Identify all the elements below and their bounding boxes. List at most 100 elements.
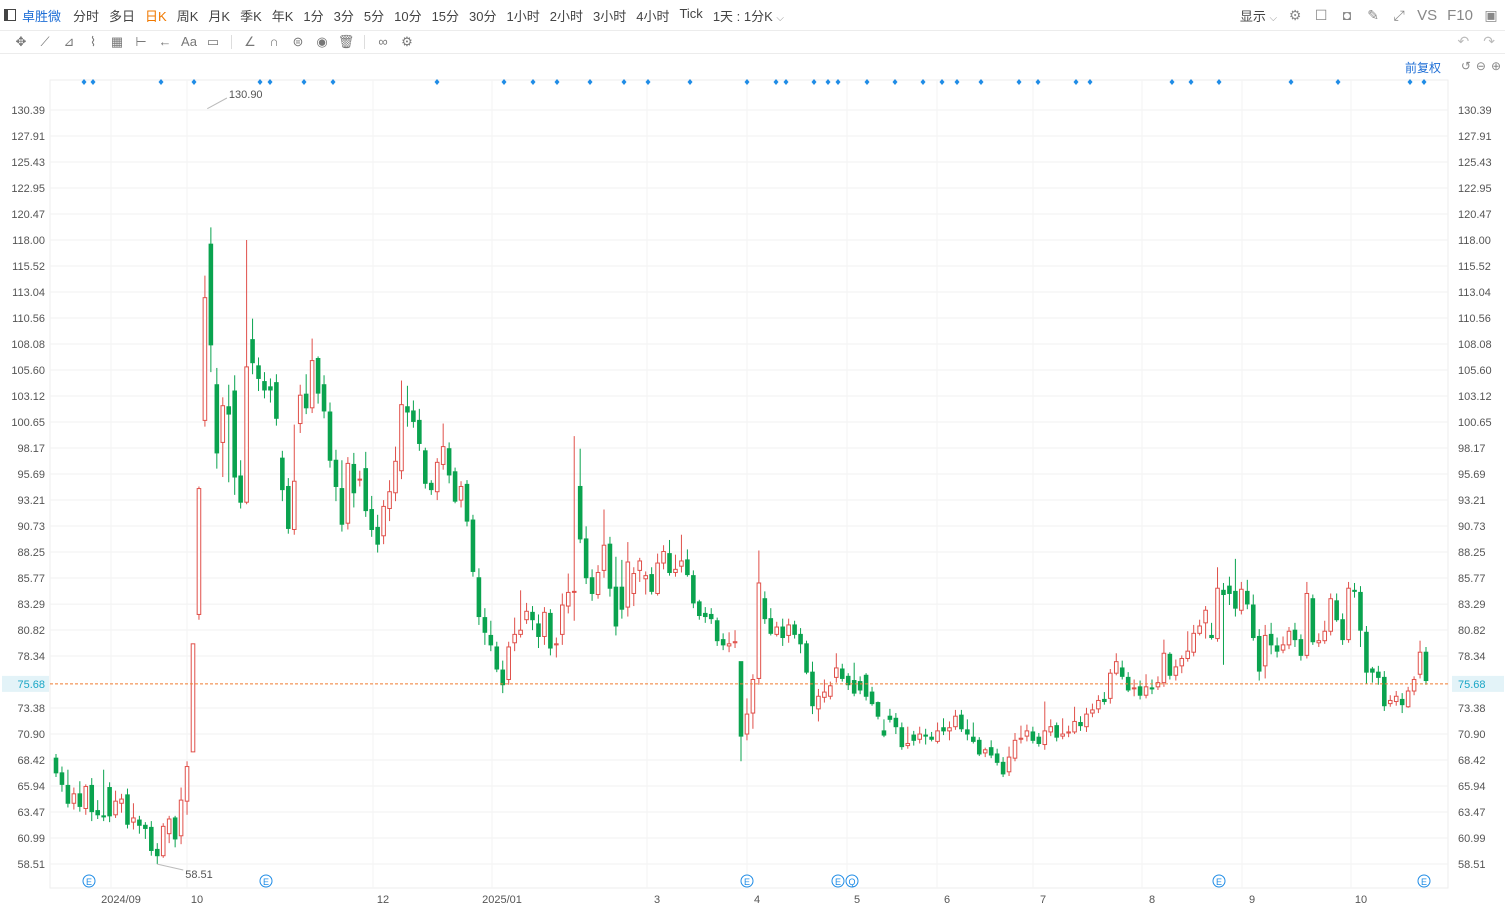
candle[interactable] [607, 543, 613, 589]
candle[interactable] [1316, 640, 1322, 644]
earnings-marker-icon[interactable] [831, 874, 845, 888]
candle[interactable] [786, 624, 791, 636]
pattern-icon[interactable]: ▦ [110, 33, 124, 49]
candle[interactable] [839, 668, 845, 679]
candle[interactable] [280, 457, 285, 491]
candle[interactable] [947, 727, 952, 732]
magnet-icon[interactable]: ∩ [269, 34, 279, 49]
candle[interactable] [268, 386, 273, 391]
candle[interactable] [59, 772, 65, 785]
candle[interactable] [834, 667, 839, 678]
candle[interactable] [333, 459, 339, 487]
candle[interactable] [1405, 690, 1411, 708]
earnings-marker-icon[interactable] [259, 874, 273, 888]
candle[interactable] [238, 475, 243, 503]
candle[interactable] [1328, 598, 1333, 632]
candle[interactable] [780, 626, 785, 639]
candle[interactable] [857, 681, 863, 691]
candle[interactable] [691, 575, 696, 604]
candle[interactable] [1191, 632, 1196, 653]
pen-icon[interactable]: ✎ [1367, 6, 1379, 23]
candle[interactable] [315, 358, 321, 394]
candle[interactable] [83, 785, 89, 810]
period-tab[interactable]: 年K [271, 8, 294, 24]
event-diamond-icon[interactable] [158, 79, 164, 85]
candle[interactable] [190, 643, 196, 753]
candle[interactable] [685, 559, 690, 576]
candle[interactable] [804, 643, 809, 673]
candle[interactable] [661, 551, 666, 564]
candle[interactable] [1078, 721, 1083, 727]
candle[interactable] [113, 800, 118, 816]
candle[interactable] [619, 586, 625, 610]
candle[interactable] [1382, 676, 1387, 707]
move-icon[interactable]: ✥ [15, 33, 27, 49]
candle[interactable] [976, 739, 982, 755]
period-tab[interactable]: 多日 [109, 8, 136, 24]
candle[interactable] [65, 784, 71, 804]
candle[interactable] [1239, 588, 1244, 611]
candle[interactable] [417, 419, 422, 444]
candle[interactable] [798, 633, 803, 645]
period-tab[interactable]: 周K [176, 8, 199, 24]
candle[interactable] [107, 787, 112, 817]
candle[interactable] [119, 798, 124, 804]
ruler-icon[interactable]: ∠ [244, 33, 256, 49]
candle[interactable] [327, 411, 333, 461]
candle[interactable] [1292, 629, 1298, 641]
candle[interactable] [160, 825, 166, 857]
candle[interactable] [1066, 731, 1071, 734]
candle[interactable] [1036, 736, 1042, 744]
candle[interactable] [1119, 667, 1125, 677]
candle[interactable] [297, 394, 303, 425]
text-icon[interactable]: Aa [181, 34, 197, 49]
candle[interactable] [428, 482, 434, 491]
fullscreen-icon[interactable]: ⤢ [1393, 6, 1405, 23]
event-diamond-icon[interactable] [1169, 79, 1175, 85]
candle[interactable] [220, 405, 226, 443]
candle[interactable] [1161, 652, 1167, 684]
event-diamond-icon[interactable] [554, 79, 560, 85]
candle[interactable] [506, 646, 511, 680]
event-diamond-icon[interactable] [301, 79, 307, 85]
candle[interactable] [1155, 682, 1161, 688]
event-diamond-icon[interactable] [811, 79, 817, 85]
candle[interactable] [971, 736, 976, 742]
period-tab[interactable]: Tick [679, 5, 703, 21]
measure-icon[interactable]: ⊢ [135, 33, 147, 49]
candle[interactable] [720, 639, 726, 646]
event-diamond-icon[interactable] [434, 79, 440, 85]
candle[interactable] [1423, 651, 1429, 682]
event-diamond-icon[interactable] [587, 79, 593, 85]
candle[interactable] [1304, 592, 1310, 656]
earnings-marker-icon[interactable] [1417, 874, 1431, 888]
candle[interactable] [917, 733, 922, 740]
sidebar-toggle-icon[interactable]: ▣ [1484, 6, 1498, 23]
period-tab[interactable]: 日K [145, 8, 167, 24]
candle[interactable] [1131, 687, 1137, 690]
candle[interactable] [577, 485, 583, 540]
candle[interactable] [828, 685, 833, 697]
candle[interactable] [500, 669, 506, 686]
candle[interactable] [357, 478, 363, 481]
period-tab[interactable]: 1分 [303, 8, 324, 24]
candle[interactable] [667, 553, 672, 573]
candle[interactable] [1084, 713, 1089, 728]
candle[interactable] [411, 410, 416, 422]
candle[interactable] [1286, 630, 1292, 646]
event-diamond-icon[interactable] [330, 79, 336, 85]
event-diamond-icon[interactable] [257, 79, 263, 85]
candle[interactable] [965, 729, 970, 735]
period-tab[interactable]: 季K [240, 8, 262, 24]
gear-icon[interactable]: ⚙ [401, 33, 413, 49]
earnings-marker-icon[interactable] [1212, 874, 1226, 888]
candle[interactable] [768, 618, 774, 634]
period-tab[interactable]: 2小时 [549, 8, 583, 24]
candle[interactable] [399, 404, 404, 472]
candle[interactable] [393, 460, 398, 494]
candle[interactable] [738, 661, 744, 737]
adjust-mode-button[interactable]: 前复权 [1404, 61, 1441, 75]
candle[interactable] [1393, 695, 1399, 703]
candle[interactable] [1203, 609, 1208, 624]
candle[interactable] [149, 826, 154, 851]
